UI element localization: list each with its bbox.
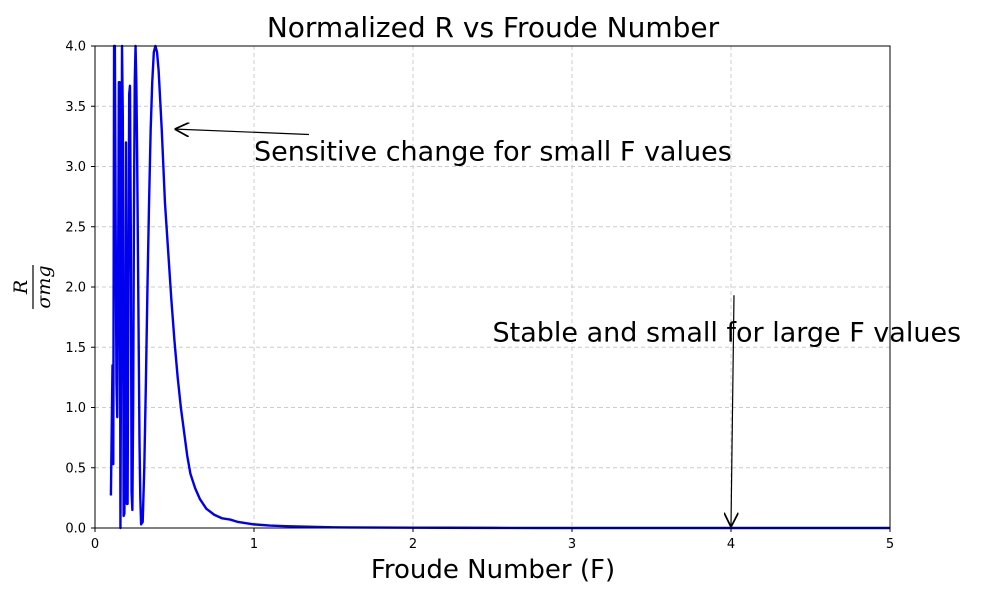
data-line-layer	[109, 44, 890, 530]
grid	[94, 45, 891, 529]
y-tick-label: 2.0	[65, 281, 86, 296]
y-axis-label-denominator: σmg	[33, 265, 55, 308]
x-axis-ticks: 0 1 2 3 4 5	[91, 528, 894, 552]
y-tick-label: 3.0	[65, 160, 86, 175]
x-axis-label: Froude Number (F)	[371, 555, 615, 585]
y-axis-label-numerator: R	[10, 280, 32, 295]
y-tick-label: 0.0	[65, 522, 86, 537]
annotation-arrow-1	[731, 295, 734, 525]
x-tick-label: 0	[91, 537, 99, 552]
y-tick-label: 4.0	[65, 40, 86, 55]
y-tick-label: 2.5	[65, 220, 86, 235]
annotations: Sensitive change for small F values Stabl…	[176, 129, 961, 525]
y-tick-label: 3.5	[65, 100, 86, 115]
annotation-text-1: Stable and small for large F values	[493, 317, 962, 348]
y-tick-label: 0.5	[65, 461, 86, 476]
annotation-text-0: Sensitive change for small F values	[254, 137, 732, 168]
chart-title: Normalized R vs Froude Number	[267, 11, 720, 44]
y-axis-label: R σmg	[10, 265, 55, 309]
y-tick-label: 1.0	[65, 401, 86, 416]
series-line-0	[109, 44, 890, 530]
x-tick-label: 1	[250, 537, 258, 552]
y-tick-label: 1.5	[65, 341, 86, 356]
x-tick-label: 5	[886, 537, 894, 552]
x-tick-label: 2	[409, 537, 417, 552]
x-tick-label: 4	[727, 537, 735, 552]
annotation-arrow-0	[176, 129, 310, 134]
y-axis-ticks: 0.0 0.5 1.0 1.5 2.0 2.5 3.0 3.5 4.0	[65, 40, 95, 537]
x-tick-label: 3	[568, 537, 576, 552]
